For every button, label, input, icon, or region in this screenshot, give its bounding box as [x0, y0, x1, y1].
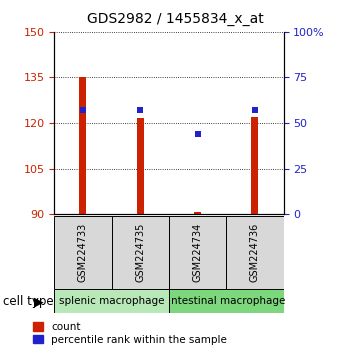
Text: splenic macrophage: splenic macrophage — [59, 296, 164, 306]
Bar — [112, 216, 169, 289]
Bar — [54, 289, 169, 313]
Bar — [79, 78, 86, 214]
Bar — [194, 212, 201, 214]
Bar — [54, 216, 112, 289]
Bar — [251, 117, 258, 214]
Bar — [169, 289, 284, 313]
Text: GSM224735: GSM224735 — [135, 223, 145, 282]
Text: GSM224736: GSM224736 — [250, 223, 260, 282]
Text: ▶: ▶ — [34, 295, 43, 308]
Bar — [137, 119, 143, 214]
Text: cell type: cell type — [3, 295, 54, 308]
Text: intestinal macrophage: intestinal macrophage — [168, 296, 285, 306]
Text: GSM224733: GSM224733 — [78, 223, 88, 282]
Bar — [169, 216, 226, 289]
Legend: count, percentile rank within the sample: count, percentile rank within the sample — [33, 322, 227, 345]
Text: GSM224734: GSM224734 — [193, 223, 203, 282]
Bar — [226, 216, 284, 289]
Text: GDS2982 / 1455834_x_at: GDS2982 / 1455834_x_at — [87, 12, 263, 27]
